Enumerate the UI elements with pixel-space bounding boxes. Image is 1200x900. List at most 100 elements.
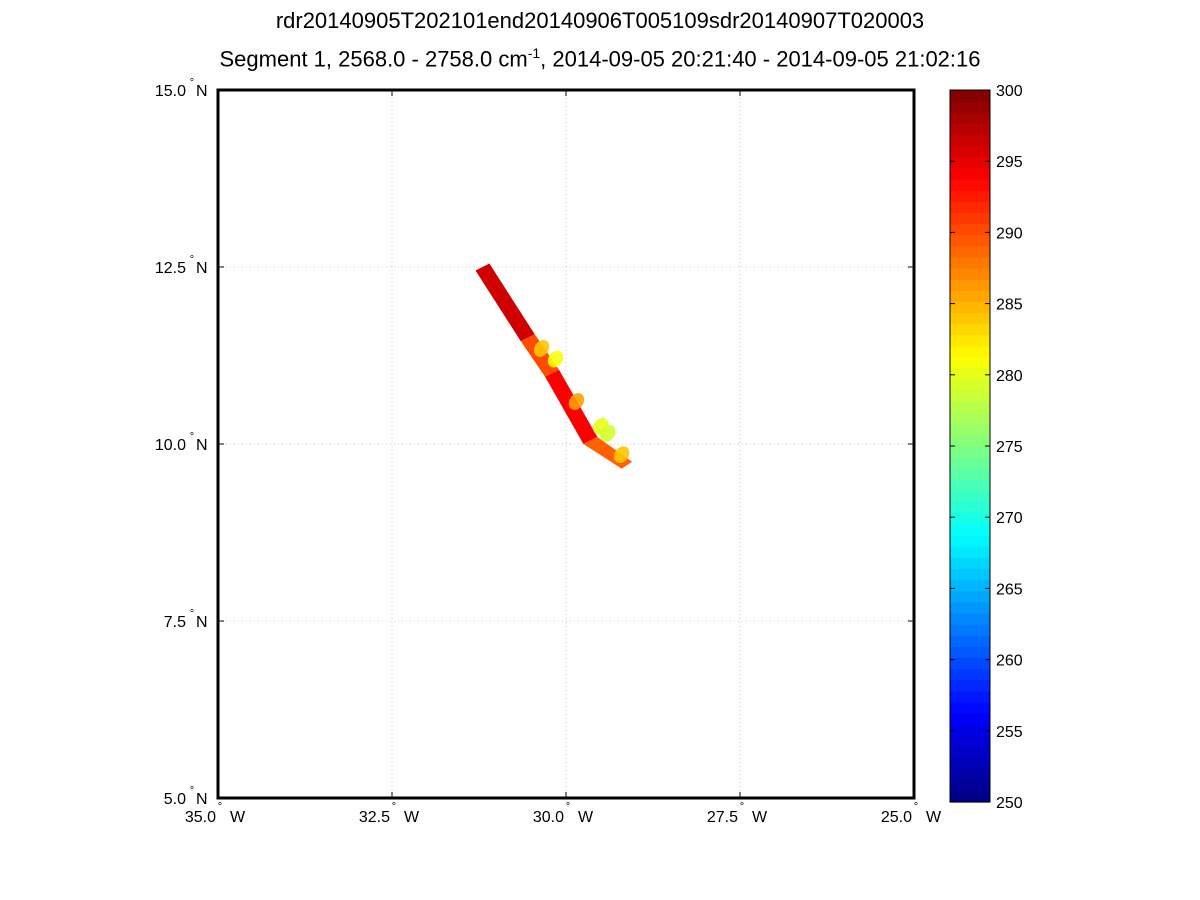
colorbar-level [950, 701, 990, 714]
colorbar-tick-label: 285 [996, 297, 1023, 314]
x-tick-label: 25.0 [881, 809, 912, 826]
colorbar-level [950, 268, 990, 280]
colorbar-level [950, 256, 990, 269]
colorbar-level [950, 379, 990, 391]
colorbar-level [950, 568, 990, 581]
subtitle-superscript: -1 [527, 45, 541, 61]
colorbar-level [950, 223, 990, 236]
colorbar: 250 255 260 265 270 275 280 285 290 295 300 [949, 83, 1023, 812]
colorbar-level [950, 535, 990, 547]
colorbar-tick-label: 255 [996, 724, 1023, 741]
y-tick-hemisphere: N [196, 614, 208, 631]
y-tick-hemisphere: N [196, 260, 208, 277]
colorbar-level [950, 134, 990, 147]
colorbar-level [950, 779, 990, 792]
colorbar-level [950, 468, 990, 480]
colorbar-tick-label: 295 [996, 154, 1023, 171]
colorbar-level [950, 245, 990, 258]
colorbar-level [950, 679, 990, 692]
y-tick-label: 5.0 [164, 791, 186, 808]
x-axis-ticks: 35.0°W 32.5°W 30.0°W 27.5°W 25.0°W [185, 90, 942, 826]
colorbar-level [950, 301, 990, 314]
x-tick-degree: ° [914, 801, 918, 813]
colorbar-tick-label: 265 [996, 581, 1023, 598]
colorbar-level [950, 368, 990, 380]
y-tick-label: 10.0 [155, 437, 186, 454]
colorbar-level [950, 201, 990, 213]
colorbar-tick-label: 290 [996, 225, 1023, 242]
colorbar-tick-label: 275 [996, 439, 1023, 456]
colorbar-level [950, 156, 990, 169]
colorbar-level [950, 234, 990, 247]
swath-warm-patch-4 [600, 424, 616, 442]
y-tick-degree: ° [190, 254, 194, 266]
colorbar-level [950, 401, 990, 414]
colorbar-level [950, 390, 990, 403]
y-tick-hemisphere: N [196, 791, 208, 808]
y-tick-degree: ° [190, 608, 194, 620]
x-tick-label: 32.5 [359, 809, 390, 826]
x-tick-degree: ° [392, 801, 396, 813]
y-tick-degree: ° [190, 785, 194, 797]
swath-segment-1 [475, 263, 535, 342]
colorbar-level [950, 590, 990, 603]
colorbar-level [950, 412, 990, 425]
colorbar-level [950, 646, 990, 658]
colorbar-level [950, 746, 990, 759]
colorbar-level [950, 601, 990, 614]
x-tick-hemisphere: W [752, 809, 768, 826]
colorbar-level [950, 145, 990, 158]
colorbar-level [950, 724, 990, 736]
colorbar-level [950, 512, 990, 525]
colorbar-level [950, 101, 990, 113]
colorbar-level [950, 657, 990, 670]
colorbar-level [950, 457, 990, 469]
colorbar-level [950, 312, 990, 325]
colorbar-tick-label: 260 [996, 653, 1023, 670]
swath-warm-patch-1 [547, 350, 564, 368]
colorbar-level [950, 112, 990, 124]
colorbar-level [950, 190, 990, 202]
colorbar-level [950, 167, 990, 180]
colorbar-level [950, 279, 990, 291]
colorbar-tick-label: 280 [996, 368, 1023, 385]
chart-title: rdr20140905T202101end20140906T005109sdr2… [275, 8, 925, 33]
colorbar-level [950, 123, 990, 136]
colorbar-tick-label: 250 [996, 795, 1023, 812]
colorbar-level [950, 579, 990, 592]
colorbar-tick-label: 270 [996, 510, 1023, 527]
colorbar-level [950, 713, 990, 725]
colorbar-level [950, 357, 990, 369]
subtitle-prefix: Segment 1, 2568.0 - 2758.0 cm [219, 46, 528, 72]
y-tick-hemisphere: N [196, 83, 208, 100]
colorbar-level [950, 90, 990, 102]
swath-warm-patch-6 [613, 446, 630, 464]
colorbar-level [950, 635, 990, 647]
y-tick-label: 7.5 [164, 614, 186, 631]
y-tick-degree: ° [190, 431, 194, 443]
colorbar-level [950, 668, 990, 681]
x-tick-label: 35.0 [185, 809, 216, 826]
colorbar-level [950, 523, 990, 536]
x-tick-degree: ° [740, 801, 744, 813]
colorbar-level [950, 423, 990, 436]
colorbar-level [950, 345, 990, 358]
colorbar-level [950, 757, 990, 770]
colorbar-level [950, 434, 990, 447]
colorbar-level [950, 490, 990, 503]
colorbar-level [950, 624, 990, 636]
swath-warm-patch-5 [568, 393, 585, 410]
subtitle-suffix: , 2014-09-05 20:21:40 - 2014-09-05 21:02… [540, 46, 981, 72]
colorbar-level [950, 612, 990, 625]
colorbar-level [950, 735, 990, 747]
colorbar-tick-label: 300 [996, 83, 1023, 100]
colorbar-level [950, 690, 990, 703]
colorbar-level [950, 479, 990, 492]
colorbar-level [950, 790, 990, 803]
x-tick-hemisphere: W [230, 809, 246, 826]
x-tick-label: 30.0 [533, 809, 564, 826]
y-axis-ticks: 5.0 ° N7.5 ° N10.0 ° N12.5 ° N15.0 ° N [155, 77, 914, 808]
x-tick-degree: ° [566, 801, 570, 813]
swath-image [475, 263, 633, 469]
